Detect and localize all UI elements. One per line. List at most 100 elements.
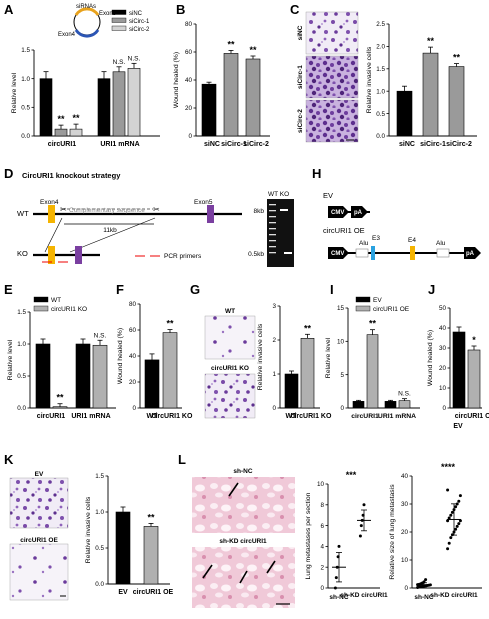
panel-label: C: [290, 2, 300, 17]
bar: [127, 68, 141, 137]
y-tick-label: 60: [129, 327, 137, 334]
invasion-image: [9, 477, 69, 529]
y-tick-label: 10: [317, 481, 325, 488]
x-group-label: circURI1: [48, 141, 77, 148]
e4-box: [410, 246, 415, 260]
y-tick-label: 60: [185, 49, 193, 56]
y-tick-label: 50: [439, 305, 447, 312]
y-tick-label: 20: [439, 365, 447, 372]
bar: [54, 128, 68, 137]
panel-label: I: [330, 282, 334, 297]
gel-size-label: 0.5kb: [248, 251, 264, 258]
image-label: WT: [225, 308, 235, 315]
significance: **: [147, 512, 155, 522]
y-tick-label: 0: [132, 405, 136, 412]
bar: [143, 526, 159, 585]
x-label: circURI1 KO: [152, 413, 193, 420]
y-tick-label: 30: [401, 501, 409, 508]
x-label: circURI1 OE: [455, 413, 489, 420]
y-tick-label: 0.5: [21, 105, 30, 112]
scissors-icon: ✂: [60, 205, 67, 214]
pcr-primers-label: PCR primers: [164, 253, 202, 260]
bar: [162, 332, 178, 409]
data-point: [333, 586, 337, 590]
y-tick-label: 1.5: [95, 473, 104, 480]
data-point: [454, 527, 458, 531]
y-tick-label: 2: [320, 564, 324, 571]
y-tick-label: 0: [404, 585, 408, 592]
y-tick-label: 30: [439, 345, 447, 352]
panel-title: CircURI1 knockout strategy: [22, 171, 121, 180]
y-tick-label: 3: [272, 303, 276, 310]
ko-guide: [69, 217, 156, 253]
bar: [97, 78, 111, 137]
bar: [35, 343, 51, 409]
data-point: [450, 510, 454, 514]
exon3-label: Exon3: [99, 11, 117, 17]
panel-k: K EV circURI1 OE 0.0 0.5 1.0 1.5 Relative invas…: [4, 452, 174, 601]
e3-label: E3: [372, 235, 380, 242]
bar: [452, 331, 466, 409]
x-group-label: URI1 mRNA: [100, 141, 139, 148]
metastasis-arrow: [202, 564, 213, 579]
exon4-box: [48, 205, 55, 223]
y-tick-label: 0: [272, 405, 276, 412]
y-tick-label: 0.0: [376, 133, 385, 140]
exon4-box: [48, 246, 55, 264]
significance: **: [453, 53, 461, 63]
exon5-box: [207, 205, 214, 223]
y-axis-label: Wound healed (%): [173, 52, 180, 108]
y-tick-label: 0.5: [376, 111, 385, 118]
significance: N.S.: [128, 55, 141, 62]
y-tick-label: 20: [129, 379, 137, 386]
bar: [223, 53, 239, 137]
pa-label: pA: [466, 251, 475, 257]
bar: [284, 373, 299, 409]
bar: [144, 359, 160, 409]
y-axis-label: Wound healed (%): [117, 328, 124, 384]
image-label: circURI1 OE: [20, 537, 58, 544]
legend-swatch: [111, 25, 127, 31]
data-point: [447, 541, 451, 545]
legend-swatch: [111, 17, 127, 23]
bar: [201, 83, 217, 137]
cmv-label: CMV: [331, 251, 344, 257]
bar: [69, 128, 83, 137]
bar: [245, 58, 261, 137]
y-tick-label: 8: [320, 502, 324, 509]
panel-c: CsiNCsiCirc-1siCirc-20.00.51.01.52.02.5R…: [290, 2, 477, 148]
data-point: [358, 534, 362, 538]
panel-label: F: [116, 282, 124, 297]
lung-section-image: [192, 477, 295, 533]
bar: [467, 349, 481, 409]
panel-d: D CircURI1 knockout strategy WT Exon4 Exon5 C…: [4, 166, 294, 267]
y-tick-label: 80: [185, 21, 193, 28]
image-label: siCirc-2: [297, 109, 304, 133]
e3-box: [371, 246, 375, 260]
data-point: [359, 524, 363, 528]
legend-label: EV: [373, 297, 382, 304]
y-tick-label: 2.0: [376, 44, 385, 51]
invasion-image: [305, 11, 359, 55]
ko-guide: [44, 217, 63, 253]
gel-lane-labels: WT KO: [268, 191, 289, 198]
significance: **: [369, 319, 377, 329]
alu-label: Alu: [436, 240, 446, 247]
panel-label: J: [428, 282, 435, 297]
gel-ladder-band: [269, 216, 276, 218]
y-tick-label: 1.5: [376, 66, 385, 73]
data-point: [337, 544, 341, 548]
exon5-label: Exon5: [194, 199, 213, 206]
exon4-label: Exon4: [58, 32, 76, 38]
invasion-image: [305, 55, 359, 99]
x-label: sh-KD circURI1: [430, 592, 478, 599]
data-point: [334, 576, 338, 580]
bar: [366, 334, 379, 409]
scissors-icon: ✂: [153, 205, 160, 214]
y-tick-label: 80: [129, 301, 137, 308]
significance: **: [227, 39, 235, 49]
